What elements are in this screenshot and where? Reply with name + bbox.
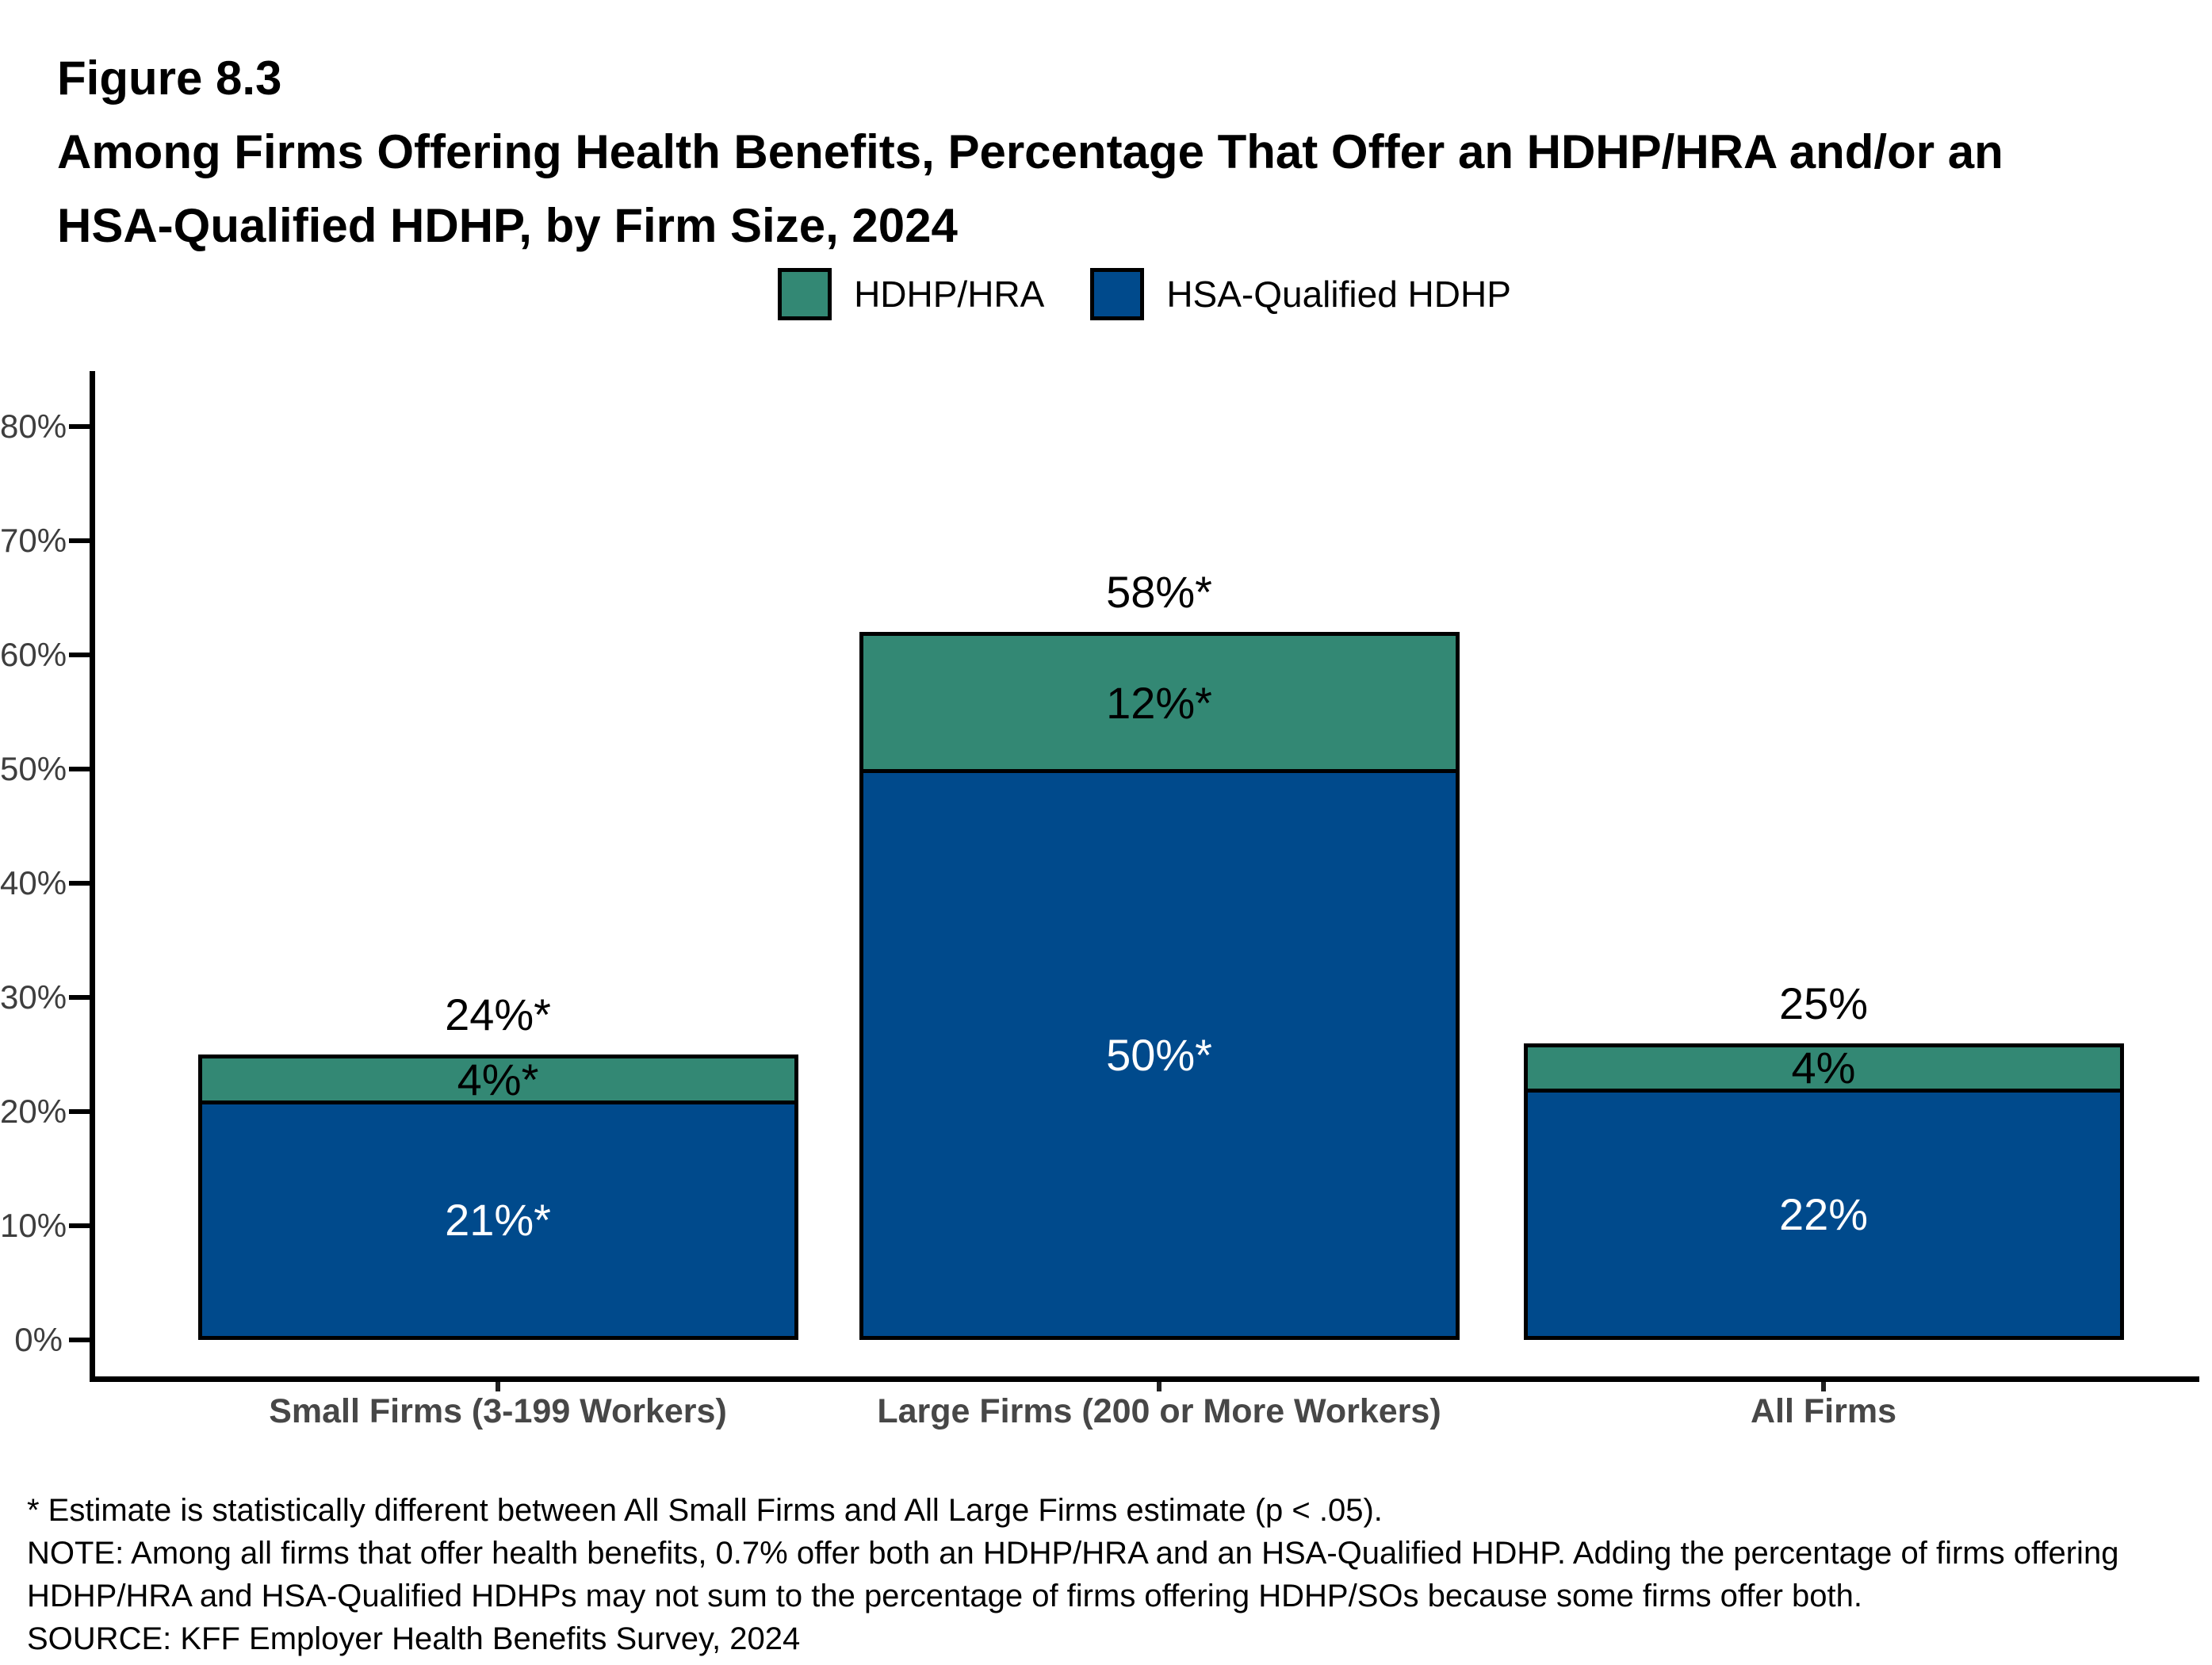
x-axis-tick [496, 1382, 500, 1391]
bar-total-label: 25% [1778, 978, 1869, 1028]
y-axis-tick [69, 767, 90, 771]
legend-swatch-hdhp-hra [778, 268, 832, 320]
y-tick-label: 0% [14, 1321, 63, 1358]
y-axis-tick [69, 1338, 90, 1342]
y-axis-tick [69, 424, 90, 429]
y-tick-label: 20% [0, 1093, 67, 1130]
title-block: Figure 8.3 Among Firms Offering Health B… [57, 41, 2003, 262]
footnote-source: SOURCE: KFF Employer Health Benefits Sur… [27, 1621, 801, 1656]
x-axis-tick [1821, 1382, 1826, 1391]
legend-item-hsa-qualified-hdhp: HSA-Qualified HDHP [1090, 268, 1511, 320]
legend-swatch-hsa-qualified-hdhp [1090, 268, 1145, 320]
bar-label-hsa-qualified-hdhp: 50%* [1106, 1029, 1212, 1080]
footnote-note-line1: NOTE: Among all firms that offer health … [27, 1536, 2119, 1571]
figure-title-line2: HSA-Qualified HDHP, by Firm Size, 2024 [57, 199, 958, 252]
y-tick-label: 70% [0, 522, 67, 559]
y-tick-label: 80% [0, 408, 67, 445]
bar-label-hsa-qualified-hdhp: 21%* [445, 1195, 551, 1246]
y-axis-tick [69, 653, 90, 657]
figure-label: Figure 8.3 [57, 52, 282, 105]
x-axis-line [90, 1376, 2199, 1382]
y-tick-label: 10% [0, 1207, 67, 1244]
x-axis-tick [1157, 1382, 1161, 1391]
legend-label-hsa-qualified-hdhp: HSA-Qualified HDHP [1166, 274, 1511, 315]
bar-label-hdhp-hra: 4%* [457, 1054, 539, 1104]
y-axis-tick [69, 538, 90, 543]
footnote-note-line2: HDHP/HRA and HSA-Qualified HDHPs may not… [27, 1579, 1863, 1613]
y-axis-tick [69, 1223, 90, 1228]
x-tick-label: Large Firms (200 or More Workers) [877, 1392, 1441, 1430]
figure-title-line1: Among Firms Offering Health Benefits, Pe… [57, 125, 2003, 178]
x-tick-label: All Firms [1751, 1392, 1896, 1430]
bar-label-hdhp-hra: 12%* [1106, 677, 1212, 728]
bar-segment-hsa-qualified-hdhp [859, 769, 1460, 1340]
bar-label-hsa-qualified-hdhp: 22% [1778, 1189, 1869, 1240]
y-tick-label: 60% [0, 636, 67, 673]
bar-label-hdhp-hra: 4% [1791, 1043, 1856, 1093]
y-axis-tick [69, 995, 90, 1000]
y-axis-line [90, 371, 95, 1382]
bar-total-label: 58%* [1106, 567, 1212, 618]
legend-item-hdhp-hra: HDHP/HRA [778, 268, 1044, 320]
x-tick-label: Small Firms (3-199 Workers) [269, 1392, 727, 1430]
footnotes: * Estimate is statistically different be… [27, 1489, 2118, 1660]
y-tick-label: 50% [0, 750, 67, 787]
bar-total-label: 24%* [445, 989, 551, 1039]
y-tick-label: 40% [0, 864, 67, 901]
chart-legend: HDHP/HRA HSA-Qualified HDHP [90, 268, 2199, 320]
y-tick-label: 30% [0, 978, 67, 1016]
bar-segment-hsa-qualified-hdhp [197, 1100, 798, 1340]
bar-segment-hsa-qualified-hdhp [1523, 1089, 2124, 1340]
y-axis-tick [69, 881, 90, 886]
y-axis-tick [69, 1109, 90, 1114]
footnote-asterisk: * Estimate is statistically different be… [27, 1493, 1383, 1528]
legend-label-hdhp-hra: HDHP/HRA [854, 274, 1045, 315]
